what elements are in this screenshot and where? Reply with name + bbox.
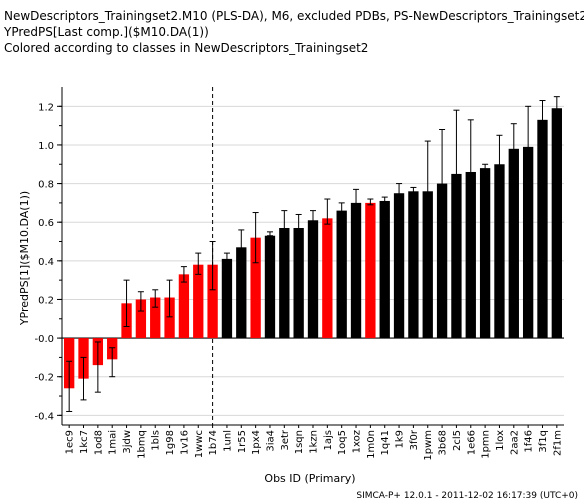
y-tick-label: 0.2 [38,295,54,306]
x-tick-label: 1wwc [194,430,205,458]
x-tick-label: 1q41 [380,430,391,455]
bar [150,297,161,339]
x-tick-label: 1ajs [323,430,334,450]
x-tick-label: 2cl5 [452,430,463,451]
bar [365,202,376,339]
x-axis-label: Obs ID (Primary) [264,472,355,485]
x-tick-label: 3ia4 [265,430,276,452]
bar [451,173,462,339]
bar [336,210,347,339]
x-tick-label: 3f0r [409,429,420,450]
bar [508,148,519,339]
y-axis-label: YPredPS[1]($M10.DA(1)) [18,191,31,326]
x-tick-label: 1oq5 [337,430,348,455]
x-tick-label: 2aa2 [509,430,520,455]
y-tick-label: 1.0 [38,141,54,152]
bar [178,274,190,339]
x-tick-label: 1ec9 [65,430,76,454]
bar [135,299,147,339]
x-tick-label: 1k9 [395,430,406,449]
bar [350,202,362,339]
x-tick-label: 1od8 [93,430,104,455]
bar [279,227,290,339]
x-tick-label: 2f1m [552,430,563,456]
x-tick-label: 3jdw [122,430,133,454]
bar [551,108,562,339]
x-tick-label: 1kzn [309,430,320,454]
bar [408,191,419,339]
x-tick-label: 1xoz [352,430,363,453]
x-tick-label: 3b68 [438,430,449,455]
y-tick-label: -0.2 [34,373,54,384]
x-tick-label: 1sqn [294,430,305,454]
bar [250,237,261,339]
x-tick-label: 3f1q [538,430,549,453]
x-tick-label: 1f46 [524,430,535,453]
x-tick-label: 1bls [151,430,162,451]
error-bars [66,96,560,412]
bar [293,227,304,339]
y-axis-ticks: -0.4 -0.2 -0.0 0.2 0.4 0.6 0.8 1.0 1.2 [34,102,62,422]
chart-subtitle: YPredPS[Last comp.]($M10.DA(1)) [4,25,209,39]
x-tick-label: 1mai [108,430,119,455]
x-tick-label: 1unl [222,430,233,452]
color-legend-note: Colored according to classes in NewDescr… [4,41,369,55]
bar [379,200,390,339]
bar [537,119,548,339]
bar [522,146,534,339]
bar [322,218,333,339]
y-tick-label: 0.6 [38,218,54,229]
bar [479,168,491,339]
x-tick-label: 1px4 [251,430,262,455]
x-tick-label: 1m0n [366,430,377,459]
x-tick-label: 1g98 [165,430,176,455]
x-tick-label: 1bmq [136,430,147,459]
y-tick-label: -0.0 [34,334,54,345]
y-tick-label: 0.8 [38,180,54,191]
bar [207,264,218,339]
x-tick-label: 1b74 [208,430,219,455]
x-tick-label: 1lox [495,430,506,451]
x-tick-label: 1pwm [423,430,434,461]
bar [307,220,319,339]
bars [64,108,562,389]
bar [264,235,276,339]
x-tick-label: 1e66 [466,430,477,455]
bar [393,193,405,339]
x-tick-label: 3etr [280,429,291,450]
bar [193,264,204,339]
y-tick-label: -0.4 [34,411,54,422]
bar [221,258,233,339]
x-tick-label: 1pmn [481,430,492,459]
bar [236,247,247,339]
x-tick-label: 1v16 [179,430,190,455]
chart-title: NewDescriptors_Trainingset2.M10 (PLS-DA)… [4,9,584,23]
bar [164,297,175,339]
y-tick-label: 1.2 [38,102,54,113]
y-tick-label: 0.4 [38,257,54,268]
footer-version: SIMCA-P+ 12.0.1 - 2011-12-02 16:17:39 (U… [356,491,578,501]
x-axis-ticks: 1ec9 1kc7 1od8 1mai 3jdw 1bmq 1bls 1g98 1v16 1wwc… [65,425,563,461]
x-tick-label: 1kc7 [79,430,90,454]
x-tick-label: 1r55 [237,430,248,453]
